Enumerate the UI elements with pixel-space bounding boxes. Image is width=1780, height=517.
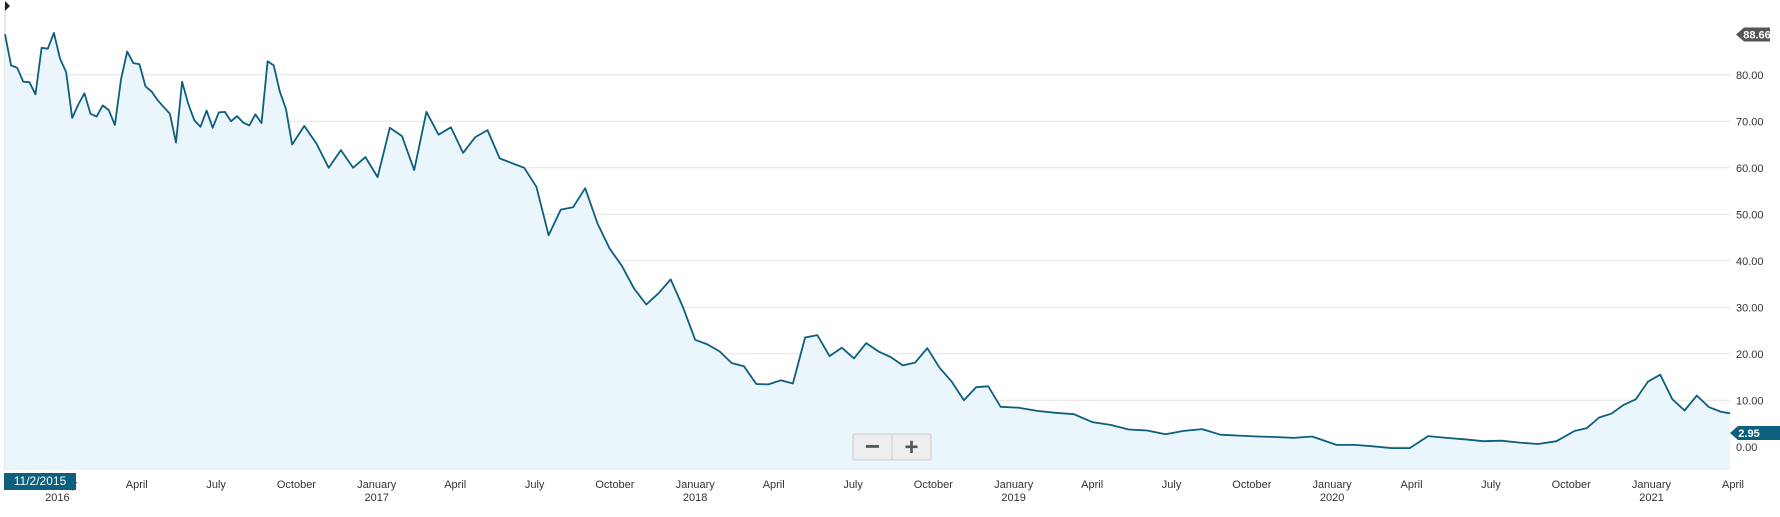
start-date-badge-shape xyxy=(4,473,76,490)
x-tick-month: October xyxy=(1552,479,1591,491)
x-tick-month: October xyxy=(1232,479,1271,491)
x-tick-year: 2021 xyxy=(1639,492,1663,504)
series-area xyxy=(5,32,1730,471)
high-value-badge: 88.66 xyxy=(1736,27,1771,42)
x-tick: July xyxy=(1162,479,1182,491)
x-tick: October xyxy=(914,479,953,491)
last-value-badge-shape xyxy=(1730,426,1780,441)
x-tick-month: January xyxy=(357,479,397,491)
x-tick: October xyxy=(277,479,316,491)
x-tick-month: October xyxy=(595,479,634,491)
x-tick-month: April xyxy=(1401,479,1423,491)
x-axis: January2016AprilJulyOctoberJanuary2017Ap… xyxy=(38,479,1744,504)
area-layer xyxy=(4,1,1731,471)
x-tick-month: January xyxy=(994,479,1034,491)
last-value-badge: 2.95 xyxy=(1730,426,1780,441)
x-tick: July xyxy=(206,479,226,491)
zoom-in-button[interactable]: + xyxy=(891,433,932,461)
x-tick: October xyxy=(1232,479,1271,491)
start-date-badge-label: 11/2/2015 xyxy=(14,474,67,488)
x-tick: July xyxy=(1481,479,1501,491)
x-tick-year: 2019 xyxy=(1001,492,1025,504)
start-marker-icon xyxy=(5,1,10,11)
x-tick-month: October xyxy=(914,479,953,491)
y-tick-label: 10.00 xyxy=(1736,395,1764,407)
x-tick: April xyxy=(763,479,785,491)
x-tick-month: July xyxy=(1481,479,1501,491)
y-tick-label: 20.00 xyxy=(1736,349,1764,361)
x-tick-month: April xyxy=(1722,479,1744,491)
zoom-in-icon: + xyxy=(904,434,918,461)
x-tick-year: 2016 xyxy=(45,492,69,504)
high-value-badge-shape xyxy=(1736,27,1770,42)
x-tick: July xyxy=(525,479,545,491)
x-tick-month: October xyxy=(277,479,316,491)
x-tick-month: July xyxy=(1162,479,1182,491)
x-tick: April xyxy=(1081,479,1103,491)
x-tick: April xyxy=(1401,479,1423,491)
x-tick: October xyxy=(595,479,634,491)
x-tick-month: April xyxy=(1081,479,1103,491)
x-tick: April xyxy=(444,479,466,491)
x-tick-month: January xyxy=(1632,479,1672,491)
badges: 88.66 2.95 11/2/2015 xyxy=(4,27,1780,490)
y-tick-label: 80.00 xyxy=(1736,70,1764,82)
y-tick-label: 40.00 xyxy=(1736,256,1764,268)
x-tick: October xyxy=(1552,479,1591,491)
y-tick-label: 30.00 xyxy=(1736,302,1764,314)
x-tick: July xyxy=(843,479,863,491)
x-tick-month: July xyxy=(206,479,226,491)
x-tick-year: 2018 xyxy=(683,492,707,504)
last-value-badge-label: 2.95 xyxy=(1738,428,1759,440)
x-tick-month: July xyxy=(843,479,863,491)
y-tick-label: 60.00 xyxy=(1736,163,1764,175)
x-tick-month: January xyxy=(676,479,716,491)
y-axis: 0.00 10.00 20.00 30.00 40.00 50.00 60.00 70.00 8… xyxy=(1736,70,1764,454)
x-tick-year: 2020 xyxy=(1320,492,1344,504)
y-tick-label: 0.00 xyxy=(1736,442,1757,454)
start-date-badge: 11/2/2015 xyxy=(4,473,76,490)
zoom-controls: − + xyxy=(852,431,932,461)
x-tick-month: April xyxy=(763,479,785,491)
y-tick-label: 70.00 xyxy=(1736,116,1764,128)
y-tick-label: 50.00 xyxy=(1736,209,1764,221)
x-tick: April xyxy=(126,479,148,491)
x-tick-month: April xyxy=(444,479,466,491)
x-tick-month: January xyxy=(1313,479,1353,491)
zoom-out-icon: − xyxy=(865,431,880,461)
series-line xyxy=(4,32,1731,449)
x-tick-month: July xyxy=(525,479,545,491)
x-tick-month: April xyxy=(126,479,148,491)
high-value-badge-label: 88.66 xyxy=(1743,29,1771,41)
x-tick-year: 2017 xyxy=(364,492,388,504)
x-tick: April xyxy=(1722,479,1744,491)
zoom-out-button[interactable]: − xyxy=(852,431,893,461)
